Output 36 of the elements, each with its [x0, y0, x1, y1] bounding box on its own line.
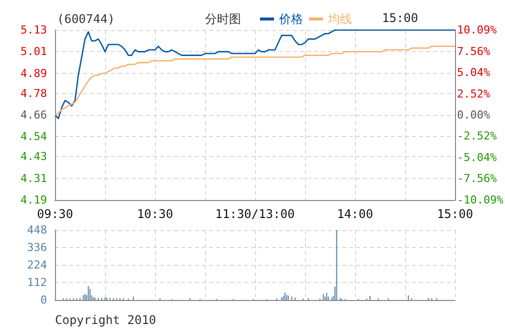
- y2-tick-label: 10.09%: [457, 24, 498, 36]
- line-series: [54, 29, 456, 120]
- y-tick-label: 5.01: [20, 45, 47, 58]
- y-tick-label: 112: [27, 276, 47, 289]
- y2-tick-label: 2.52%: [457, 87, 490, 100]
- y-tick-label: 4.19: [20, 194, 47, 206]
- legend-label: 均线: [327, 12, 352, 26]
- text: Copyright 2010: [55, 313, 156, 327]
- y2-tick-label: 5.04%: [457, 66, 490, 80]
- x-tick-label: 10:30: [136, 207, 174, 221]
- y-tick-label: 4.89: [20, 66, 47, 80]
- text: 15:00: [382, 11, 418, 25]
- y2-tick-label: 0.00%: [457, 108, 490, 122]
- x-tick-label: 14:00: [336, 207, 374, 221]
- chart-title: (600744): [57, 12, 115, 26]
- y-tick-label: 4.43: [20, 150, 47, 164]
- x-tick-label: 11:30/13:00: [215, 207, 295, 221]
- x-tick-label: 15:00: [436, 207, 474, 221]
- y-tick-label: 4.66: [20, 108, 47, 122]
- y-tick-label: 4.31: [20, 172, 47, 185]
- line-series: [54, 46, 456, 116]
- y2-tick-label: -2.52%: [457, 130, 498, 143]
- y2-tick-label: -7.56%: [457, 172, 498, 186]
- y2-tick-label: 7.56%: [457, 44, 490, 58]
- y-tick-label: 448: [27, 224, 47, 236]
- y-tick-label: 224: [27, 258, 48, 272]
- y-tick-label: 0: [40, 294, 47, 306]
- x-tick-label: 09:30: [36, 207, 74, 221]
- y-tick-label: 5.13: [20, 24, 47, 36]
- y-tick-label: 336: [27, 241, 47, 254]
- legend-label: 价格: [278, 12, 303, 26]
- y2-tick-label: -10.09%: [457, 194, 504, 206]
- y-tick-label: 4.54: [20, 130, 48, 144]
- chart-subtitle: 分时图: [205, 12, 241, 26]
- y2-tick-label: -5.04%: [457, 150, 498, 164]
- y-tick-label: 4.78: [20, 86, 47, 100]
